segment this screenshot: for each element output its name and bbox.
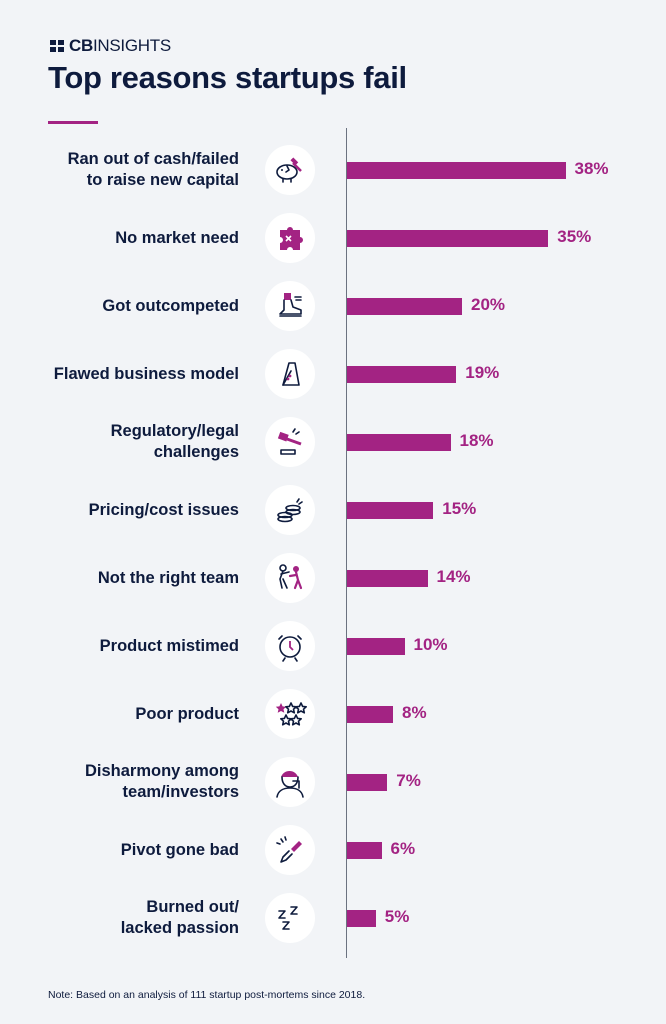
frustrated-person-icon	[265, 757, 315, 807]
value-label: 6%	[390, 839, 416, 858]
bar	[347, 502, 434, 519]
category-label: Poor product	[135, 704, 239, 723]
bar-row: Burned out/ lacked passion 5%	[0, 888, 666, 948]
logo-mark-icon	[50, 40, 64, 52]
bar-row: Pivot gone bad 6%	[0, 820, 666, 880]
value-label: 38%	[574, 159, 609, 178]
value-label: 15%	[442, 499, 477, 518]
value-label: 19%	[465, 363, 500, 382]
bar	[347, 162, 566, 179]
value-label: 18%	[459, 431, 494, 450]
broken-pencil-icon	[265, 825, 315, 875]
value-label: 10%	[413, 635, 448, 654]
bar	[347, 570, 428, 587]
brand-name: CBINSIGHTS	[69, 36, 171, 55]
bar-row: Pricing/cost issues 15%	[0, 480, 666, 540]
bar	[347, 366, 457, 383]
category-label: Pricing/cost issues	[88, 500, 239, 519]
value-label: 20%	[471, 295, 506, 314]
bar-row: Disharmony among team/investors 7%	[0, 752, 666, 812]
bar-row: Regulatory/legal challenges 18%	[0, 412, 666, 472]
category-label: Not the right team	[97, 568, 239, 587]
bar	[347, 434, 451, 451]
star-rating-icon	[265, 689, 315, 739]
alarm-clock-icon	[265, 621, 315, 671]
category-label: Disharmony among team/investors	[84, 762, 239, 801]
category-label: Burned out/ lacked passion	[120, 898, 239, 937]
category-label: Pivot gone bad	[120, 840, 239, 859]
bar	[347, 774, 388, 791]
value-label: 14%	[436, 567, 471, 586]
title-accent-line	[48, 121, 98, 124]
category-label: No market need	[115, 228, 239, 247]
value-label: 5%	[384, 907, 410, 926]
footnote: Note: Based on an analysis of 111 startu…	[48, 989, 366, 1001]
gavel-icon	[265, 417, 315, 467]
chart-title: Top reasons startups fail	[48, 60, 407, 95]
bar	[347, 298, 462, 315]
category-label: Flawed business model	[53, 364, 239, 383]
piggy-bank-hammer-icon	[265, 145, 315, 195]
card-house-icon	[265, 349, 315, 399]
bar-row: Poor product 8%	[0, 684, 666, 744]
value-label: 8%	[402, 703, 427, 722]
bar-row: Flawed business model 19%	[0, 344, 666, 404]
sleep-zzz-icon	[265, 893, 315, 943]
bar	[347, 910, 376, 927]
category-label: Product mistimed	[99, 636, 239, 655]
puzzle-piece-icon	[265, 213, 315, 263]
category-label: Regulatory/legal challenges	[110, 422, 239, 461]
bar	[347, 842, 382, 859]
bar-row: Not the right team 14%	[0, 548, 666, 608]
bar-row: Ran out of cash/failed to raise new capi…	[0, 140, 666, 200]
coin-stack-icon	[265, 485, 315, 535]
value-label: 35%	[557, 227, 592, 246]
people-arguing-icon	[265, 553, 315, 603]
category-label: Got outcompeted	[102, 296, 239, 315]
category-label: Ran out of cash/failed to raise new capi…	[67, 150, 239, 189]
bar-row: Product mistimed 10%	[0, 616, 666, 676]
bar-row: Got outcompeted 20%	[0, 276, 666, 336]
cbinsights-logo: CBINSIGHTS	[50, 36, 171, 56]
sneaker-icon	[265, 281, 315, 331]
chart-axis-line	[346, 128, 347, 958]
bar	[347, 638, 405, 655]
value-label: 7%	[396, 771, 421, 790]
bar-row: No market need 35%	[0, 208, 666, 268]
bar	[347, 706, 393, 723]
bar	[347, 230, 549, 247]
